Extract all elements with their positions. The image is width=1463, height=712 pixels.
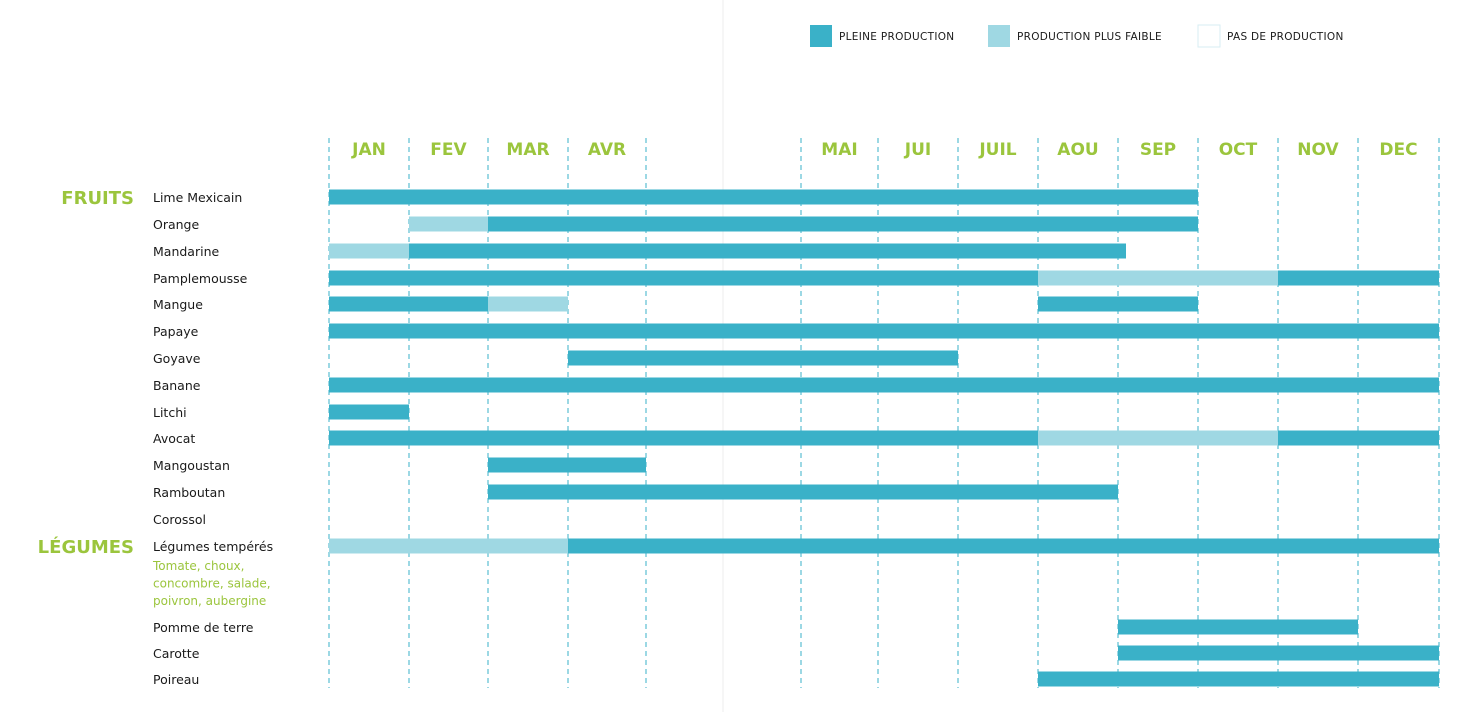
bar-full <box>488 216 1198 232</box>
row-label: Légumes tempérés <box>153 539 273 554</box>
legend-swatch-full <box>810 25 832 47</box>
month-label: MAI <box>821 140 857 160</box>
month-label: FEV <box>430 140 467 160</box>
legend-label-none: PAS DE PRODUCTION <box>1227 31 1344 43</box>
bar-full <box>568 538 1439 554</box>
bar-low <box>329 538 568 554</box>
row-label: Ramboutan <box>153 485 225 500</box>
row-label: Pomme de terre <box>153 620 254 635</box>
month-label: JAN <box>351 140 386 160</box>
category-labels: FRUITS LÉGUMES <box>38 188 134 558</box>
row-label: Papaye <box>153 324 199 339</box>
row-label: Goyave <box>153 351 201 366</box>
legumes-note-line: poivron, aubergine <box>153 594 266 608</box>
bar-low <box>409 216 488 232</box>
bar-full <box>1038 671 1439 687</box>
row-label: Mangoustan <box>153 458 230 473</box>
row-label: Banane <box>153 378 201 393</box>
month-label: OCT <box>1219 140 1258 160</box>
month-label: MAR <box>506 140 549 160</box>
row-label: Carotte <box>153 646 200 661</box>
month-label: JUI <box>904 140 931 160</box>
legumes-note-line: Tomate, choux, <box>152 559 244 573</box>
bar-full <box>1118 619 1358 635</box>
bar-full <box>488 457 646 473</box>
bar-full <box>488 484 1118 500</box>
row-label: Mangue <box>153 297 203 312</box>
bar-full <box>329 323 1439 339</box>
month-label: NOV <box>1297 140 1339 160</box>
month-label: AOU <box>1057 140 1098 160</box>
bar-low <box>1038 430 1278 446</box>
legumes-note-line: concombre, salade, <box>153 577 271 591</box>
row-label: Corossol <box>153 512 206 527</box>
month-label: DEC <box>1379 140 1417 160</box>
row-labels: Lime Mexicain Orange Mandarine Pamplemousse… <box>152 190 273 687</box>
production-bars <box>329 189 1439 687</box>
legend: PLEINE PRODUCTION PRODUCTION PLUS FAIBLE P… <box>810 24 1344 48</box>
bar-full <box>329 189 1198 205</box>
legend-swatch-none <box>1197 24 1221 48</box>
row-label: Lime Mexicain <box>153 190 242 205</box>
bar-low <box>329 243 409 259</box>
bar-low <box>488 296 568 312</box>
month-label: AVR <box>588 140 626 160</box>
bar-full <box>568 350 958 366</box>
legend-label-full: PLEINE PRODUCTION <box>839 31 954 43</box>
month-label: JUIL <box>978 140 1016 160</box>
bar-full <box>1278 430 1439 446</box>
category-label: FRUITS <box>61 188 134 209</box>
row-label: Orange <box>153 217 199 232</box>
bar-full <box>329 296 488 312</box>
legend-label-low: PRODUCTION PLUS FAIBLE <box>1017 31 1162 43</box>
row-label: Poireau <box>153 672 199 687</box>
legend-swatch-low <box>988 25 1010 47</box>
row-label: Pamplemousse <box>153 271 248 286</box>
bar-low <box>1038 270 1278 286</box>
bar-full <box>1278 270 1439 286</box>
bar-full <box>1118 645 1439 661</box>
bar-full <box>329 404 409 420</box>
bar-full <box>409 243 1126 259</box>
row-label: Avocat <box>153 431 195 446</box>
row-label: Mandarine <box>153 244 219 259</box>
bar-full <box>329 377 1439 393</box>
bar-full <box>329 430 1038 446</box>
bar-full <box>329 270 1038 286</box>
row-label: Litchi <box>153 405 187 420</box>
month-label: SEP <box>1140 140 1176 160</box>
bar-full <box>1038 296 1198 312</box>
category-label: LÉGUMES <box>38 536 134 558</box>
month-header: JAN FEV MAR AVR MAI JUI JUIL AOU SEP OCT NOV DEC <box>351 140 1417 160</box>
